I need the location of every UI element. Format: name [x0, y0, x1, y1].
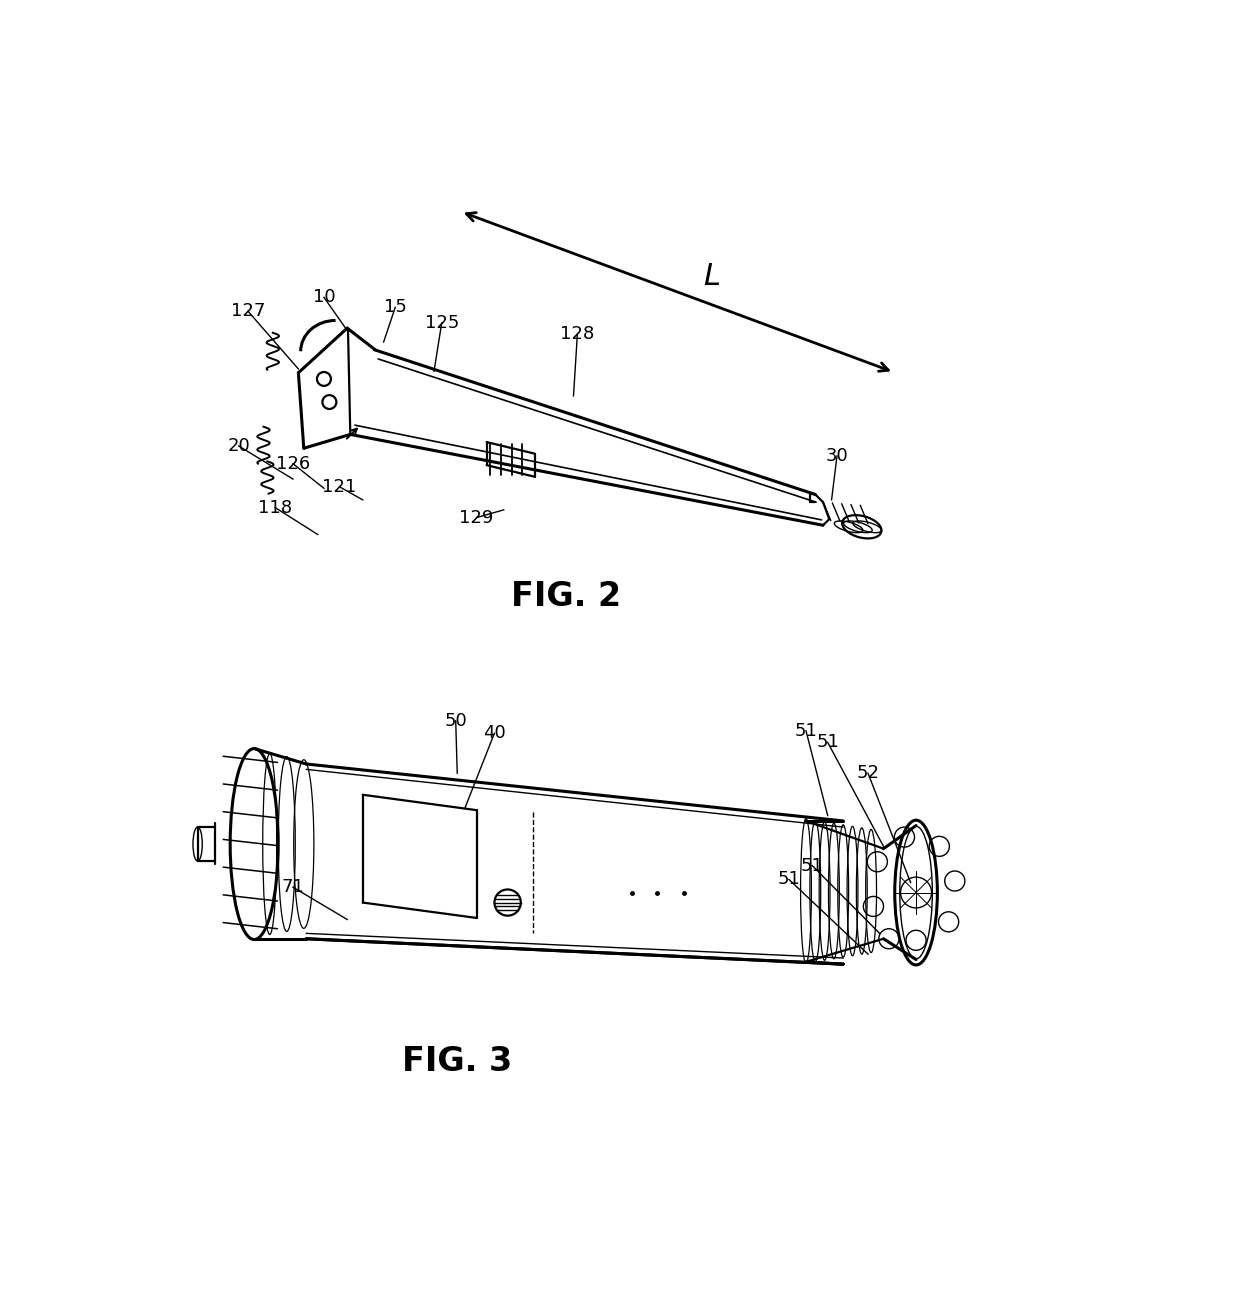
Text: 15: 15: [384, 299, 407, 316]
Text: 20: 20: [227, 438, 250, 455]
Text: 118: 118: [258, 499, 293, 516]
Text: 50: 50: [444, 711, 467, 730]
Text: 10: 10: [312, 288, 335, 307]
Text: 121: 121: [322, 478, 357, 495]
Text: 71: 71: [281, 878, 304, 896]
Text: 30: 30: [826, 447, 848, 465]
Text: 125: 125: [424, 314, 459, 331]
Text: 52: 52: [857, 764, 879, 782]
Text: 127: 127: [231, 303, 265, 320]
Text: 40: 40: [484, 724, 506, 743]
Text: 51: 51: [816, 734, 839, 752]
Text: FIG. 2: FIG. 2: [511, 579, 621, 613]
Text: 126: 126: [275, 455, 310, 473]
Text: 129: 129: [460, 508, 494, 527]
Text: 128: 128: [560, 325, 594, 343]
Text: 51: 51: [777, 870, 800, 888]
Text: 51: 51: [795, 722, 817, 740]
Text: FIG. 3: FIG. 3: [402, 1045, 512, 1078]
Text: 51: 51: [801, 857, 823, 875]
Text: L: L: [703, 262, 720, 291]
